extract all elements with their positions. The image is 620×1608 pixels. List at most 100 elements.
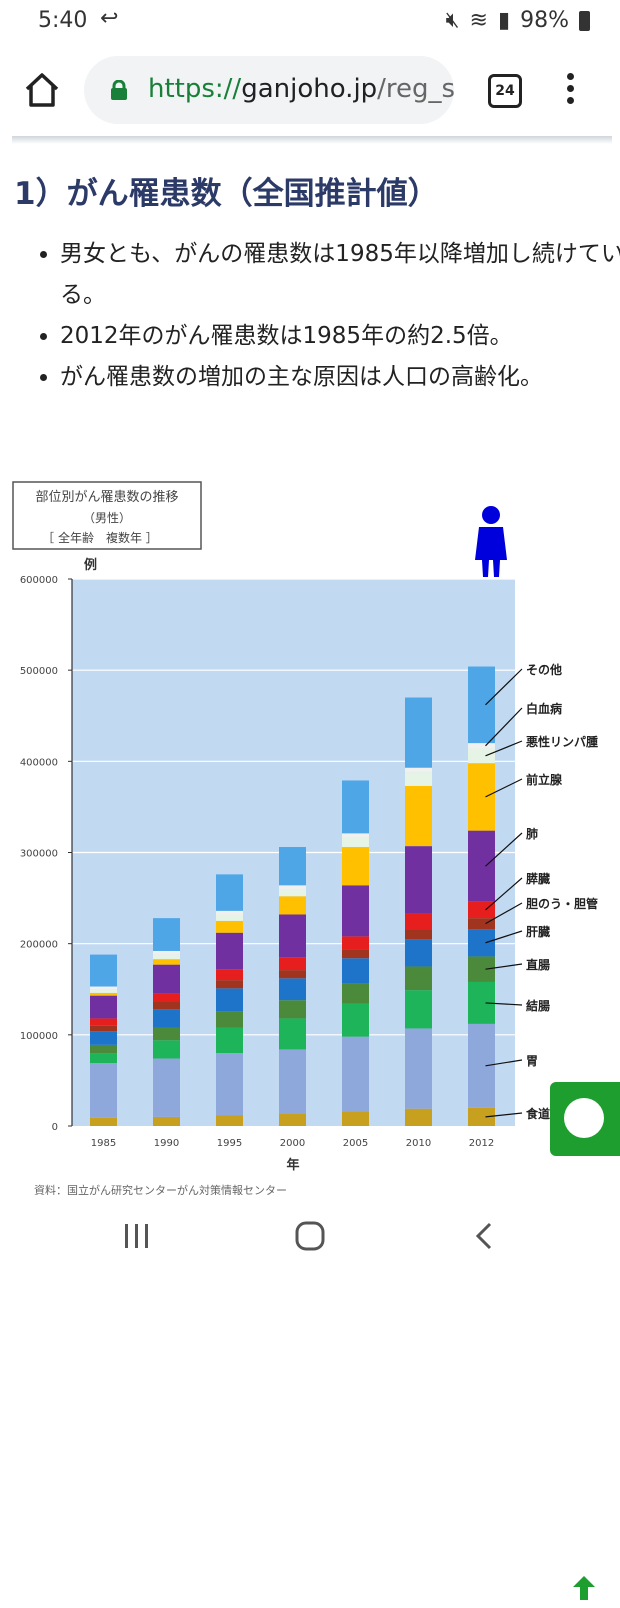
legend-leader-line (485, 1002, 523, 1006)
bar-segment (153, 950, 180, 955)
bar-segment (405, 767, 432, 773)
male-person-icon (475, 506, 507, 577)
back-nav-icon[interactable] (472, 1220, 496, 1252)
bar-segment (153, 1058, 180, 1117)
bar-segment (279, 1018, 306, 1050)
bar-segment (279, 1049, 306, 1114)
bar-segment (279, 914, 306, 958)
bar-segment (153, 954, 180, 960)
legend-leader-line (485, 902, 523, 925)
bar-segment (279, 885, 306, 889)
chart-title: 部位別がん罹患数の推移 (35, 490, 178, 505)
bar-segment (342, 1036, 369, 1112)
bar-segment (90, 1018, 117, 1026)
bar-segment (468, 830, 495, 902)
x-tick-label: 2005 (343, 1138, 368, 1149)
bullet-item: 2012年のがん罹患数は1985年の約2.5倍。 (60, 316, 620, 357)
bar-segment (90, 1025, 117, 1032)
status-bar: 5:40 ↩ 🔇︎ ≋ ▮ 98% (0, 0, 620, 46)
bar-segment (216, 874, 243, 911)
legend-leader-line (485, 778, 523, 798)
source-note: 資料：国立がん研究センターがん対策情報センター (34, 1183, 287, 1195)
bar-segment (342, 847, 369, 886)
bar-segment (153, 1027, 180, 1041)
y-axis-label: 例 (84, 557, 97, 573)
bar-segment (405, 929, 432, 940)
legend-leader-line (485, 832, 523, 867)
bar-segment (405, 990, 432, 1029)
bar-segment (279, 847, 306, 886)
bar-segment (468, 1107, 495, 1126)
bar-segment (342, 837, 369, 848)
battery-level: 98% (520, 8, 569, 33)
legend-label: 肺 (526, 826, 538, 841)
bar-segment (216, 988, 243, 1012)
bar-segment (468, 1023, 495, 1108)
bar-segment (216, 969, 243, 981)
bullet-list: 男女とも、がんの罹患数は1985年以降増加し続けている。 2012年のがん罹患数… (24, 234, 620, 398)
bar-segment (216, 1027, 243, 1054)
bar-segment (279, 888, 306, 897)
bar-segment (468, 901, 495, 919)
bar-segment (342, 780, 369, 834)
bar-segment (279, 1113, 306, 1126)
bar-segment (342, 949, 369, 959)
browser-toolbar: https://ganjoho.jp/reg_s 24 (0, 46, 620, 136)
legend-label: 直腸 (526, 957, 550, 972)
bar-segment (342, 936, 369, 950)
legend-leader-line (485, 740, 523, 757)
bar-segment (405, 697, 432, 768)
bar-segment (153, 1002, 180, 1010)
bar-segment (405, 785, 432, 847)
bar-segment (90, 1031, 117, 1045)
bar-segment (153, 964, 180, 994)
legend-leader-line (485, 930, 523, 944)
legend-label: 胃 (526, 1054, 538, 1068)
bar-segment (342, 833, 369, 838)
legend-leader-line (485, 668, 523, 706)
bar-segment (279, 970, 306, 979)
legend-label: 胆のう・胆管 (526, 896, 598, 911)
bar-segment (90, 986, 117, 990)
bar-segment (90, 954, 117, 987)
toolbar-shadow (12, 136, 612, 144)
bar-segment (405, 1028, 432, 1109)
bar-segment (279, 978, 306, 1001)
legend-label: 膵臓 (526, 871, 550, 886)
back-arrow-icon: ↩ (100, 6, 119, 31)
legend-label: 悪性リンパ腫 (526, 734, 598, 749)
bar-segment (405, 939, 432, 967)
bar-segment (468, 929, 495, 957)
bar-segment (468, 743, 495, 749)
bar-segment (153, 1040, 180, 1059)
url-text: https://ganjoho.jp/reg_s (148, 74, 454, 104)
up-arrow-icon (564, 1098, 604, 1600)
scroll-to-top-button[interactable] (550, 1082, 620, 1600)
y-tick-label: 400000 (20, 757, 58, 768)
x-tick-label: 2012 (469, 1138, 494, 1149)
bar-segment (468, 763, 495, 831)
home-nav-icon[interactable] (294, 1220, 326, 1252)
bar-segment (153, 1116, 180, 1126)
overflow-menu-icon[interactable] (562, 70, 578, 110)
x-axis-label: 年 (286, 1157, 299, 1173)
legend-leader-line (485, 1059, 523, 1067)
bar-segment (279, 957, 306, 971)
bar-segment (216, 914, 243, 921)
home-icon[interactable] (22, 70, 62, 110)
legend-label: 前立腺 (526, 772, 563, 787)
recent-apps-icon[interactable] (122, 1222, 152, 1250)
bar-segment (342, 983, 369, 1004)
bar-segment (405, 1108, 432, 1126)
bar-segment (153, 993, 180, 1003)
tab-switcher-button[interactable]: 24 (488, 74, 522, 108)
bar-segment (342, 1003, 369, 1037)
bullet-item: 男女とも、がんの罹患数は1985年以降増加し続けている。 (60, 234, 620, 316)
bar-segment (216, 1115, 243, 1126)
bar-segment (342, 958, 369, 984)
address-bar[interactable]: https://ganjoho.jp/reg_s (84, 56, 454, 124)
bar-segment (216, 1053, 243, 1116)
chart-title-box (12, 481, 202, 550)
bar-segment (153, 1009, 180, 1028)
bar-segment (216, 920, 243, 933)
